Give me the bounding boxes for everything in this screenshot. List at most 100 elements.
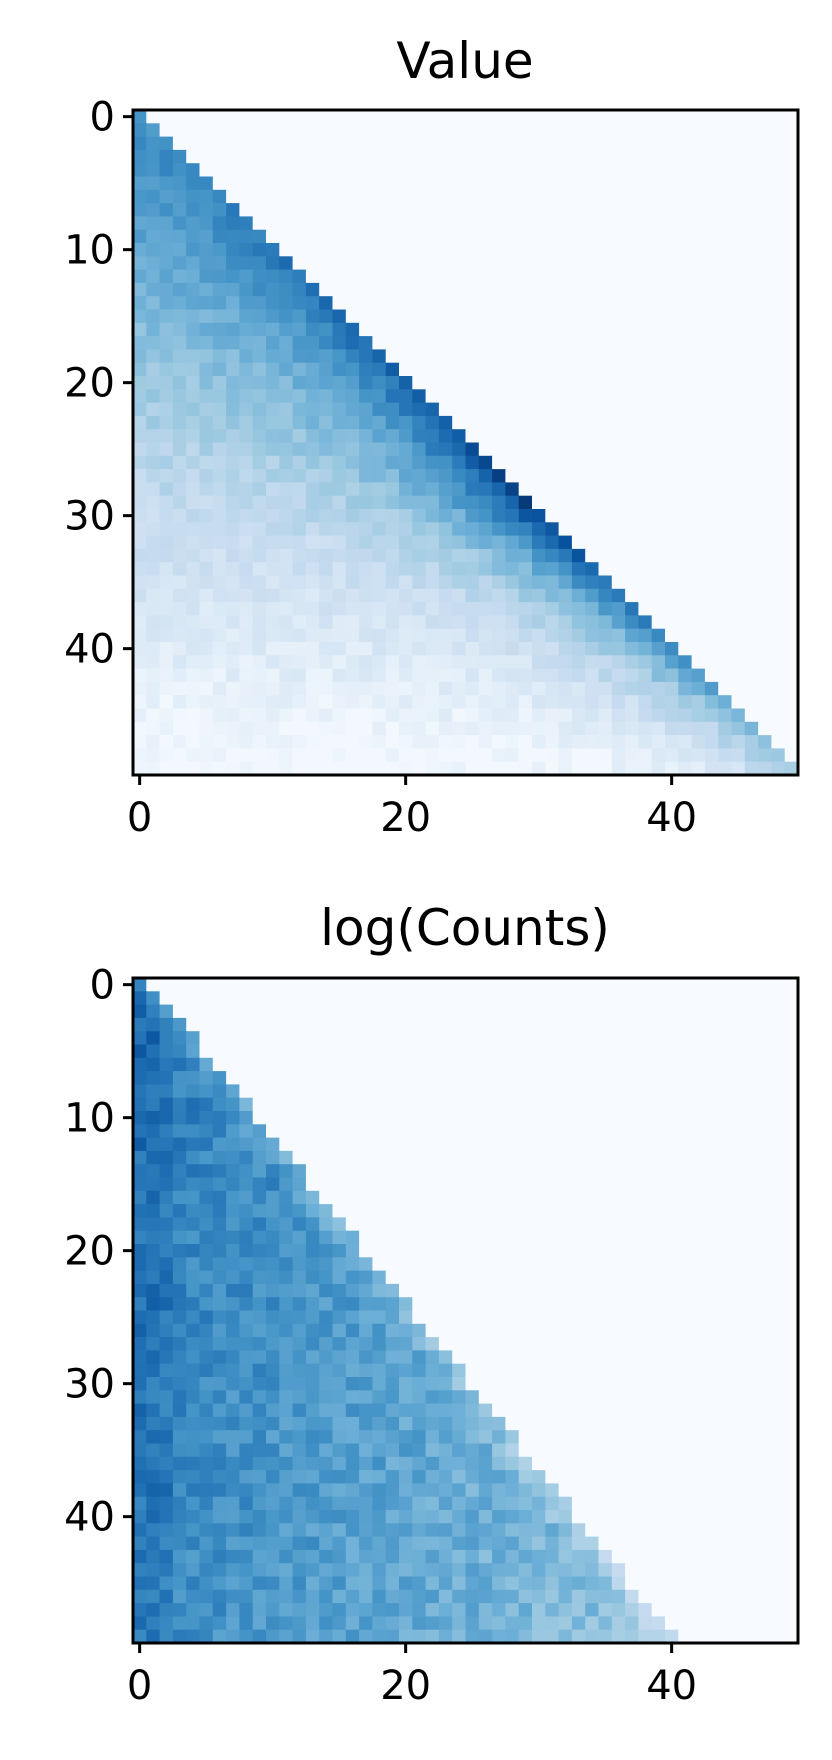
heatmap-cell xyxy=(691,522,706,537)
heatmap-cell xyxy=(279,681,294,696)
heatmap-cell xyxy=(425,1589,440,1604)
heatmap-cell xyxy=(412,1536,427,1551)
heatmap-cell xyxy=(226,469,240,483)
heatmap-cell xyxy=(305,1390,320,1405)
heatmap-cell xyxy=(571,1523,586,1538)
heatmap-cell xyxy=(731,189,746,204)
heatmap-cell xyxy=(292,522,307,537)
heatmap-cell xyxy=(704,509,719,523)
heatmap-cell xyxy=(159,243,174,257)
heatmap-cell xyxy=(465,1283,480,1298)
heatmap-cell xyxy=(532,721,546,736)
heatmap-cell xyxy=(372,243,387,257)
heatmap-cell xyxy=(425,1017,440,1032)
heatmap-cell xyxy=(266,442,280,457)
heatmap-cell xyxy=(704,243,719,257)
heatmap-cell xyxy=(665,1057,679,1072)
heatmap-cell xyxy=(731,1563,746,1578)
heatmap-cell xyxy=(505,1403,520,1418)
heatmap-cell xyxy=(744,1244,759,1258)
heatmap-cell xyxy=(172,1297,187,1312)
heatmap-cell xyxy=(704,1230,719,1245)
heatmap-cell xyxy=(305,602,320,616)
heatmap-cell xyxy=(359,1536,373,1551)
heatmap-cell xyxy=(625,1057,639,1072)
heatmap-cell xyxy=(332,189,347,204)
heatmap-cell xyxy=(505,216,520,231)
heatmap-cell xyxy=(252,761,267,776)
heatmap-cell xyxy=(425,269,440,284)
heatmap-cell xyxy=(532,681,546,696)
heatmap-cell xyxy=(545,322,560,337)
heatmap-cell xyxy=(146,1031,161,1046)
heatmap-cell xyxy=(133,309,147,324)
heatmap-cell xyxy=(758,1443,772,1458)
heatmap-cell xyxy=(133,628,147,643)
heatmap-cell xyxy=(691,1124,706,1139)
heatmap-cell xyxy=(345,991,360,1006)
heatmap-cell xyxy=(385,349,400,364)
heatmap-cell xyxy=(212,282,227,297)
heatmap-cell xyxy=(279,695,294,710)
heatmap-cell xyxy=(133,1190,147,1205)
heatmap-cell xyxy=(226,1470,240,1484)
heatmap-cell xyxy=(758,1470,772,1484)
heatmap-cell xyxy=(279,1111,294,1125)
heatmap-cell xyxy=(784,991,799,1006)
heatmap-cell xyxy=(585,1403,600,1418)
heatmap-cell xyxy=(638,322,653,337)
heatmap-cell xyxy=(452,1337,467,1351)
heatmap-cell xyxy=(372,229,387,244)
heatmap-cell xyxy=(412,1563,427,1578)
heatmap-cell xyxy=(266,1084,280,1099)
heatmap-cell xyxy=(412,1057,427,1072)
heatmap-cell xyxy=(345,1230,360,1245)
heatmap-cell xyxy=(146,1177,161,1192)
heatmap-cell xyxy=(718,336,733,350)
heatmap-cell xyxy=(585,1563,600,1578)
heatmap-cell xyxy=(305,495,320,510)
heatmap-cell xyxy=(146,562,161,577)
heatmap-cell xyxy=(571,695,586,710)
heatmap-cell xyxy=(172,309,187,324)
heatmap-cell xyxy=(399,136,413,151)
heatmap-cell xyxy=(532,216,546,231)
heatmap-cell xyxy=(704,588,719,603)
heatmap-cell xyxy=(146,1164,161,1179)
heatmap-cell xyxy=(186,642,201,656)
heatmap-cell xyxy=(345,1084,360,1099)
heatmap-cell xyxy=(425,229,440,244)
heatmap-cell xyxy=(199,721,214,736)
heatmap-cell xyxy=(425,1496,440,1511)
heatmap-cell xyxy=(691,256,706,271)
heatmap-cell xyxy=(532,1456,546,1471)
heatmap-cell xyxy=(465,735,480,749)
heatmap-cell xyxy=(771,1430,786,1445)
heatmap-cell xyxy=(305,1563,320,1578)
heatmap-cell xyxy=(545,1363,560,1378)
heatmap-cell xyxy=(252,1510,267,1524)
heatmap-cell xyxy=(465,1164,480,1179)
heatmap-cell xyxy=(172,216,187,231)
heatmap-cell xyxy=(359,216,373,231)
heatmap-cell xyxy=(704,123,719,138)
heatmap-cell xyxy=(771,1456,786,1471)
heatmap-cell xyxy=(212,176,227,191)
heatmap-cell xyxy=(492,1549,506,1564)
heatmap-cell xyxy=(345,1283,360,1298)
heatmap-cell xyxy=(505,1297,520,1312)
heatmap-cell xyxy=(159,1350,174,1365)
heatmap-cell xyxy=(159,1510,174,1524)
heatmap-cell xyxy=(625,1576,639,1591)
heatmap-cell xyxy=(704,362,719,377)
heatmap-cell xyxy=(345,110,360,124)
heatmap-cell xyxy=(385,1337,400,1351)
heatmap-cell xyxy=(319,1403,334,1418)
heatmap-cell xyxy=(279,1589,294,1604)
heatmap-cell xyxy=(665,615,679,630)
heatmap-cell xyxy=(345,1616,360,1631)
heatmap-cell xyxy=(611,362,626,377)
heatmap-cell xyxy=(226,1164,240,1179)
heatmap-cell xyxy=(771,1217,786,1232)
